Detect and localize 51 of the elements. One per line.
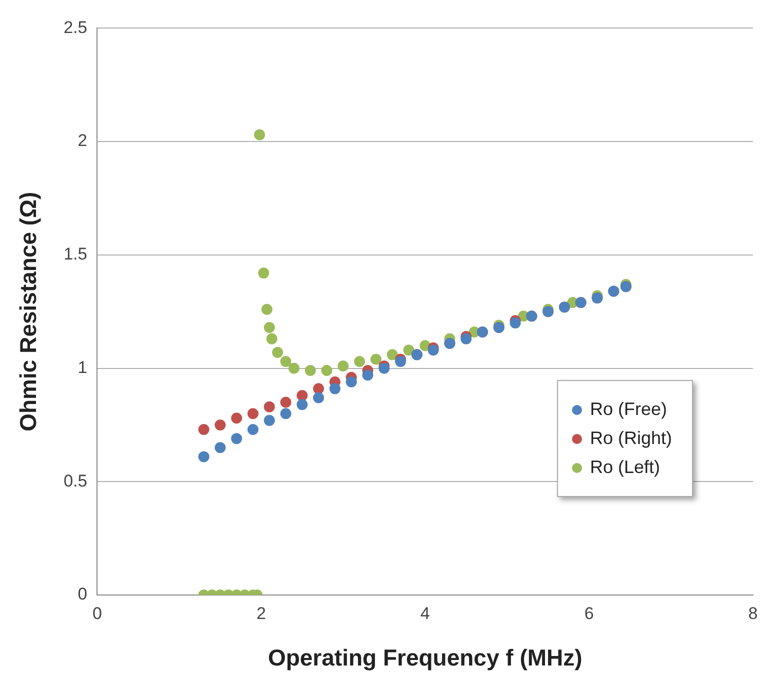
point	[354, 356, 366, 367]
y-tick-label: 2.5	[64, 18, 88, 37]
point	[247, 408, 258, 420]
point	[261, 304, 272, 315]
point	[428, 344, 439, 356]
point	[296, 399, 308, 410]
point	[313, 383, 324, 394]
y-axis-title: Ohmic Resistance (Ω)	[15, 192, 42, 432]
y-tick-label: 1.5	[64, 244, 88, 264]
point	[370, 354, 382, 365]
point	[266, 333, 278, 344]
x-axis-title: Operating Frequency f (MHz)	[268, 644, 582, 671]
point	[258, 268, 270, 279]
point	[264, 322, 275, 333]
x-tick-label: 2	[256, 604, 266, 623]
point	[231, 412, 242, 424]
y-tick-label: 0.5	[64, 471, 88, 490]
y-tick-label: 0	[78, 584, 88, 604]
x-tick-label: 0	[92, 604, 102, 623]
y-tick-label: 2	[78, 131, 88, 150]
point	[198, 451, 210, 462]
point	[288, 362, 300, 374]
point	[362, 370, 374, 381]
legend-label: Ro (Left)	[590, 457, 660, 478]
point	[386, 349, 398, 360]
legend-label: Ro (Free)	[590, 399, 667, 420]
point	[198, 424, 210, 435]
point	[231, 433, 242, 444]
x-tick-label: 8	[748, 604, 758, 623]
point	[346, 376, 357, 388]
legend-label: Ro (Right)	[590, 428, 672, 449]
point	[296, 390, 308, 401]
point	[264, 414, 275, 426]
point	[329, 383, 340, 394]
point	[214, 419, 226, 430]
x-tick-label: 4	[420, 604, 430, 623]
point	[214, 442, 226, 454]
point	[280, 408, 292, 420]
point	[272, 346, 284, 358]
point	[304, 365, 316, 376]
point	[264, 401, 275, 412]
point	[254, 129, 266, 140]
point	[403, 344, 414, 356]
point	[321, 365, 332, 376]
y-tick-label: 1	[78, 358, 88, 377]
point	[338, 360, 349, 372]
point	[280, 356, 292, 367]
point	[280, 396, 292, 408]
point	[313, 392, 324, 404]
x-tick-label: 6	[584, 604, 594, 623]
point	[247, 424, 258, 435]
